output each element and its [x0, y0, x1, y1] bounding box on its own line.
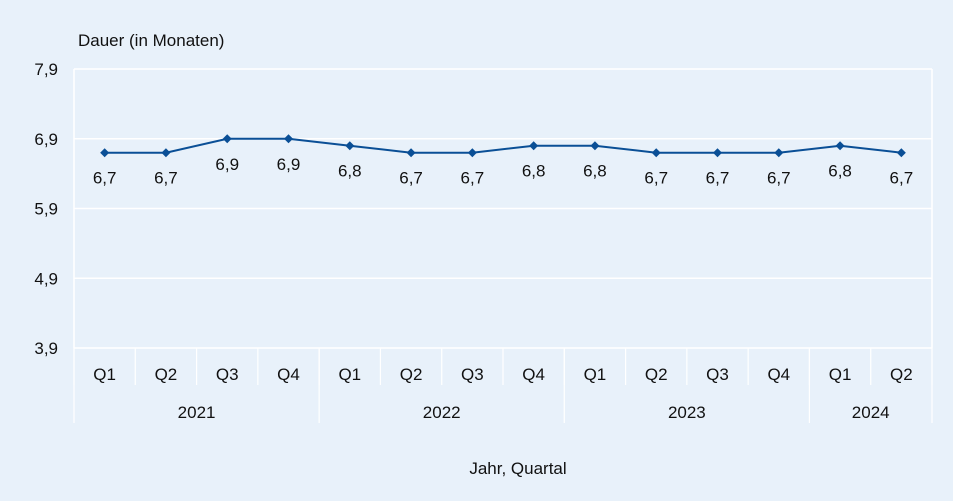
x-tick-label: Q2: [155, 365, 178, 384]
y-tick-label: 4,9: [34, 269, 58, 288]
data-point-marker: [835, 141, 845, 151]
data-point-marker: [161, 148, 171, 158]
x-tick-label: Q2: [400, 365, 423, 384]
x-group-label: 2024: [852, 403, 890, 422]
data-label: 6,7: [399, 169, 423, 188]
x-group-label: 2021: [178, 403, 216, 422]
x-tick-label: Q1: [584, 365, 607, 384]
data-label: 6,8: [583, 162, 607, 181]
x-axis-title: Jahr, Quartal: [469, 459, 566, 478]
y-axis-title: Dauer (in Monaten): [78, 31, 224, 50]
axis-layer: 3,9 4,9 5,9 6,9 7,9 Q1 Q2 Q3 Q4 Q1 Q2 Q3 Q4 Q1 Q2 Q3 Q4 Q…: [34, 60, 912, 422]
series-line: [104, 137, 902, 154]
data-point-marker: [529, 141, 539, 151]
x-tick-label: Q2: [645, 365, 668, 384]
y-tick-label: 7,9: [34, 60, 58, 79]
x-group-label: 2022: [423, 403, 461, 422]
x-tick-label: Q4: [767, 365, 790, 384]
data-point-marker: [100, 148, 110, 158]
x-tick-label: Q1: [338, 365, 361, 384]
data-point-marker: [590, 141, 600, 151]
data-point-marker: [284, 134, 293, 144]
data-label: 6,8: [338, 162, 362, 181]
data-point-marker: [222, 134, 232, 144]
data-point-marker: [651, 148, 661, 158]
data-label: 6,7: [93, 169, 117, 188]
data-label: 6,7: [890, 169, 914, 188]
x-tick-label: Q1: [829, 365, 852, 384]
data-label: 6,8: [828, 162, 852, 181]
data-label: 6,7: [461, 169, 485, 188]
x-tick-label: Q4: [277, 365, 300, 384]
data-label: 6,7: [154, 169, 178, 188]
x-tick-label: Q3: [461, 365, 484, 384]
data-label: 6,7: [706, 169, 730, 188]
x-group-label: 2023: [668, 403, 706, 422]
data-point-marker: [406, 148, 416, 158]
data-label: 6,7: [644, 169, 668, 188]
data-label: 6,9: [215, 155, 239, 174]
x-tick-label: Q3: [216, 365, 239, 384]
data-point-marker: [774, 148, 784, 158]
x-tick-label: Q1: [93, 365, 116, 384]
data-point-marker: [896, 148, 906, 158]
series-layer: 6,7 6,7 6,9 6,9 6,8 6,7 6,7 6,8 6,8 6,7 6,7 6,7 6,8 6…: [93, 134, 914, 188]
data-point-marker: [345, 141, 355, 151]
x-tick-label: Q2: [890, 365, 913, 384]
y-tick-label: 3,9: [34, 339, 58, 358]
data-label: 6,9: [277, 155, 301, 174]
data-point-marker: [467, 148, 477, 158]
data-label: 6,7: [767, 169, 791, 188]
y-tick-label: 5,9: [34, 200, 58, 219]
y-tick-label: 6,9: [34, 130, 58, 149]
x-tick-label: Q3: [706, 365, 729, 384]
data-point-marker: [713, 148, 722, 158]
x-tick-label: Q4: [522, 365, 545, 384]
grid-layer: [73, 68, 933, 423]
data-label: 6,8: [522, 162, 546, 181]
